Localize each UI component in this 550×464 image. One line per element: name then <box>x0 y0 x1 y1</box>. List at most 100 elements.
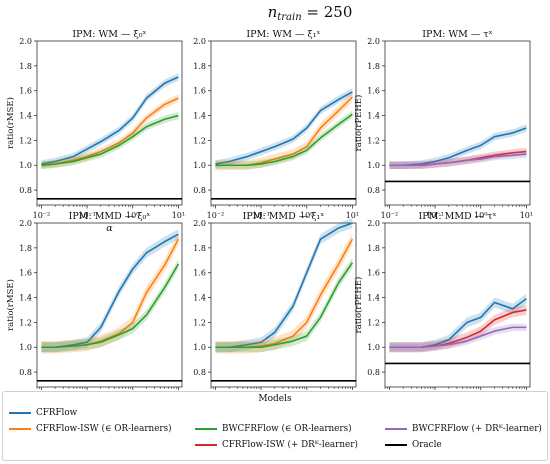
series-line <box>41 76 179 165</box>
y-tick-label: 1.0 <box>367 161 380 170</box>
y-tick-label: 1.0 <box>193 161 206 170</box>
y-tick-label: 1.4 <box>367 112 380 121</box>
panel-title: IPM: WM — ξ₀ˣ <box>72 29 146 40</box>
x-tick-label: 10⁰ <box>474 211 487 220</box>
y-tick-label: 1.8 <box>19 62 32 71</box>
y-axis-label: ratio(rPEHE) <box>353 95 364 152</box>
y-tick-label: 2.0 <box>19 37 32 46</box>
panel-title: IPM: MMD — ξ₀ˣ <box>69 211 151 222</box>
series-line <box>215 222 353 349</box>
figure-title: ntrain = 250 <box>268 3 353 23</box>
confidence-band <box>41 94 179 169</box>
confidence-band <box>389 293 527 353</box>
legend-swatch <box>385 444 407 446</box>
y-tick-label: 1.2 <box>193 318 206 327</box>
panel-title: IPM: MMD — τˣ <box>419 211 497 222</box>
y-axis-label: ratio(rMSE) <box>5 97 16 149</box>
legend-label: BWCFRFlow (∈ OR-learners) <box>222 424 352 434</box>
plot-frame <box>384 222 531 388</box>
x-tick-label: 10⁰ <box>300 211 313 220</box>
y-tick-label: 1.0 <box>193 343 206 352</box>
y-tick-label: 1.6 <box>193 87 206 96</box>
plot-frame <box>36 222 183 388</box>
chart-panel: IPM: WM — ξ₁ˣ 0.8 1.0 1.2 1.4 1.6 1.8 2.0 10⁻² 10… <box>193 29 359 220</box>
confidence-band <box>41 111 179 169</box>
y-tick-label: 0.8 <box>367 186 380 195</box>
x-tick-label: 10⁻¹ <box>252 211 270 220</box>
series-line <box>215 262 354 349</box>
legend-swatch <box>195 444 217 446</box>
y-tick-label: 1.2 <box>19 136 32 145</box>
x-tick-label: 10¹ <box>346 211 359 220</box>
confidence-band <box>215 257 353 353</box>
y-tick-label: 1.6 <box>19 269 32 278</box>
plot-frame <box>210 222 357 388</box>
legend-label: CFRFlow <box>36 408 78 418</box>
y-tick-label: 1.0 <box>19 343 32 352</box>
y-tick-label: 1.6 <box>193 269 206 278</box>
confidence-band <box>215 88 353 168</box>
confidence-band <box>41 259 179 353</box>
plot-frame <box>210 40 357 206</box>
legend-swatch <box>195 428 217 430</box>
y-tick-label: 1.0 <box>367 343 380 352</box>
panel-title: IPM: WM — τˣ <box>422 29 492 40</box>
y-tick-label: 1.4 <box>367 294 380 303</box>
confidence-band <box>215 218 353 353</box>
legend-label: CFRFlow-ISW (+ DRᴷ-learner) <box>222 440 358 450</box>
series-line <box>389 153 527 167</box>
y-tick-label: 0.8 <box>193 186 206 195</box>
chart-panel: IPM: MMD — τˣ 0.8 1.0 1.2 1.4 1.6 1.8 2.010⁻² 10… <box>353 211 531 390</box>
series-line <box>41 233 179 349</box>
y-tick-label: 1.8 <box>19 244 32 253</box>
y-tick-label: 1.2 <box>193 136 206 145</box>
y-tick-label: 2.0 <box>19 219 32 228</box>
confidence-band <box>389 124 527 169</box>
series-line <box>41 263 180 349</box>
series-line <box>215 91 353 165</box>
y-tick-label: 1.2 <box>367 318 380 327</box>
y-axis-label: ratio(rPEHE) <box>353 277 364 334</box>
confidence-band <box>215 232 353 354</box>
series-line <box>41 114 179 167</box>
legend-title: Models <box>258 394 292 404</box>
confidence-band <box>215 110 353 169</box>
chart-panel: IPM: MMD — ξ₀ˣ 0.8 1.0 1.2 1.4 1.6 1.8 2.010⁻² 1… <box>5 211 183 390</box>
legend-item-bwcfrflow-or: BWCFRFlow (∈ OR-learners) <box>195 424 352 434</box>
y-tick-label: 0.8 <box>367 368 380 377</box>
y-tick-label: 2.0 <box>367 37 380 46</box>
y-tick-label: 1.4 <box>19 112 32 121</box>
y-tick-label: 1.6 <box>367 269 380 278</box>
x-tick-label: 10¹ <box>520 211 533 220</box>
y-tick-label: 1.2 <box>19 318 32 327</box>
legend-label: BWCFRFlow (+ DRᴷ-learner) <box>412 424 542 434</box>
legend-swatch <box>9 428 31 430</box>
confidence-band <box>215 91 353 171</box>
legend-item-bwcfrflow-dr: BWCFRFlow (+ DRᴷ-learner) <box>385 424 542 434</box>
legend-label: Oracle <box>412 440 442 450</box>
y-tick-label: 1.4 <box>193 112 206 121</box>
y-axis-label: ratio(rMSE) <box>5 279 16 331</box>
panel-title: IPM: MMD — ξ₁ˣ <box>243 211 325 222</box>
confidence-band <box>41 232 179 354</box>
legend-label: CFRFlow-ISW (∈ OR-learners) <box>36 424 172 434</box>
legend-item-cfrflow-isw-dr: CFRFlow-ISW (+ DRᴷ-learner) <box>195 440 358 450</box>
legend-item-cfrflow-isw-or: CFRFlow-ISW (∈ OR-learners) <box>9 424 172 434</box>
y-tick-label: 1.8 <box>193 244 206 253</box>
legend-swatch <box>9 412 31 414</box>
plot-frame <box>36 40 183 206</box>
confidence-band <box>41 229 179 353</box>
y-tick-label: 1.8 <box>193 62 206 71</box>
figure: ntrain = 250 IPM: WM — ξ₀ˣ 0.8 1.0 1.2 1.4 1.… <box>5 3 533 390</box>
panel-title: IPM: WM — ξ₁ˣ <box>246 29 320 40</box>
legend-item-oracle: Oracle <box>385 440 442 450</box>
x-tick-label: 10¹ <box>172 211 185 220</box>
plot-frame <box>384 40 531 206</box>
chart-panel: IPM: WM — τˣ 0.8 1.0 1.2 1.4 1.6 1.8 2.0 10⁻² 10⁻… <box>353 29 533 220</box>
y-tick-label: 1.4 <box>193 294 206 303</box>
series-line <box>389 326 527 349</box>
legend: Models CFRFlow CFRFlow-ISW (∈ OR-learner… <box>2 391 548 461</box>
legend-item-cfrflow: CFRFlow <box>9 408 77 418</box>
y-tick-label: 1.8 <box>367 244 380 253</box>
